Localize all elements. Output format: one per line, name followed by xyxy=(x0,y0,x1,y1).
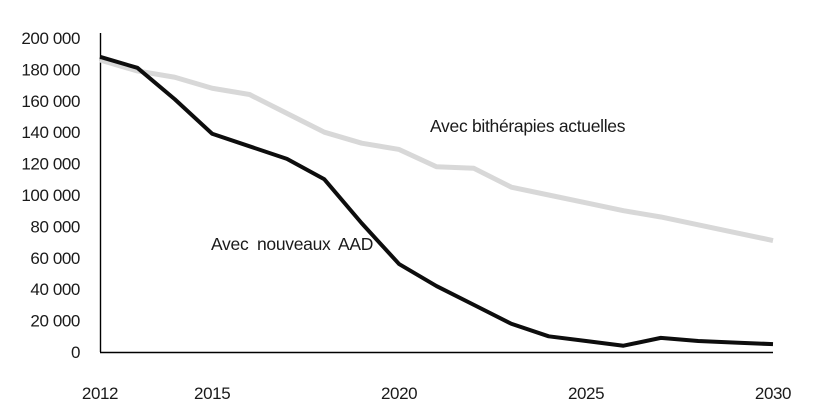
y-tick-label: 200 000 xyxy=(21,29,80,48)
axes xyxy=(99,33,773,354)
y-tick-label: 160 000 xyxy=(21,92,80,111)
x-axis-tick-labels: 2012 2015 2020 2025 2030 xyxy=(82,384,792,403)
y-tick-label: 100 000 xyxy=(21,186,80,205)
y-axis-tick-labels: 0 20 000 40 000 60 000 80 000 100 000 120 000 1… xyxy=(21,29,80,362)
x-tick-label: 2015 xyxy=(194,384,230,403)
series-label-nouveaux-aad: Avec nouveaux AAD xyxy=(211,234,374,254)
y-tick-label: 60 000 xyxy=(30,249,80,268)
x-tick-label: 2030 xyxy=(755,384,791,403)
series-label-bitherapies-actuelles: Avec bithérapies actuelles xyxy=(430,116,626,136)
y-tick-label: 180 000 xyxy=(21,60,80,79)
y-tick-label: 120 000 xyxy=(21,155,80,174)
y-tick-label: 80 000 xyxy=(30,217,80,236)
y-tick-label: 40 000 xyxy=(30,280,80,299)
y-tick-label: 140 000 xyxy=(21,123,80,142)
x-tick-label: 2012 xyxy=(82,384,118,403)
series-lines xyxy=(99,54,774,348)
x-tick-label: 2020 xyxy=(381,384,417,403)
x-tick-label: 2025 xyxy=(568,384,604,403)
series-line-bitherapies xyxy=(99,57,774,243)
y-tick-label: 0 xyxy=(71,343,80,362)
series-line-nouveaux_aad xyxy=(99,54,774,348)
y-tick-label: 20 000 xyxy=(30,312,80,331)
